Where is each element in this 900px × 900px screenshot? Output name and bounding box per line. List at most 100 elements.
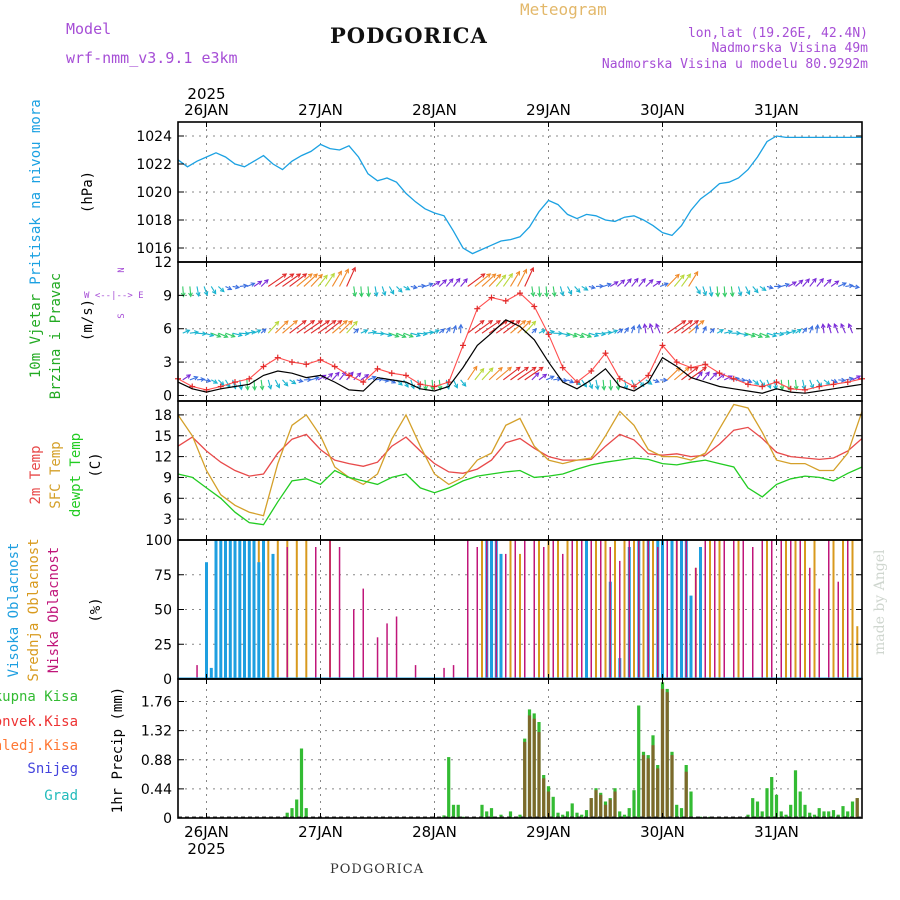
wind-arrow <box>502 273 513 287</box>
wind-arrowhead <box>275 383 280 389</box>
low-cloud-bar <box>695 567 697 679</box>
wind-arrowhead <box>507 366 513 372</box>
wind-arrow <box>666 320 686 334</box>
wind-arrow <box>467 273 485 287</box>
wind-arrowhead <box>699 319 705 325</box>
mid-cloud-bar <box>566 540 569 679</box>
low-cloud-bar <box>799 540 801 679</box>
wind-arrowhead <box>601 331 607 337</box>
wind-arrowhead <box>334 371 340 377</box>
total-precip-bar <box>637 705 641 818</box>
bottom-day-label: 27JAN <box>298 823 343 841</box>
convective-precip-bar <box>646 758 650 818</box>
total-precip-bar <box>679 808 684 818</box>
total-precip-bar <box>565 811 570 818</box>
y-tick-label: 1022 <box>136 157 172 173</box>
compass-south: S <box>117 313 127 318</box>
wind-arrow <box>531 372 540 381</box>
wind-arrow <box>716 286 719 297</box>
low-cloud-bar <box>590 540 592 679</box>
wind-arrowhead <box>847 322 853 329</box>
convective-precip-bar <box>670 755 674 818</box>
compass-north: N <box>117 267 127 272</box>
convective-precip-bar <box>660 688 665 818</box>
low-cloud-bar <box>329 540 331 679</box>
wind-arrowhead <box>779 331 785 337</box>
watermark: made by Angel <box>872 549 888 656</box>
total-precip-bar <box>584 810 589 818</box>
wind-arrow <box>367 376 376 381</box>
wind-arrow <box>845 284 853 288</box>
wind-arrowhead <box>826 278 832 284</box>
precip-legend-item: Ukupna Kisa <box>0 689 78 705</box>
wind-arrowhead <box>328 372 334 378</box>
footer-station: PODGORICA <box>330 862 425 877</box>
wind-arrowhead <box>366 292 371 298</box>
wind-arrow <box>282 379 289 387</box>
top-day-label: 31JAN <box>754 101 799 119</box>
wind-arrowhead <box>434 329 440 334</box>
wind-arrow <box>275 273 294 287</box>
high-cloud-bar <box>205 562 208 679</box>
wind-arrowhead <box>515 270 521 276</box>
wind-arrow <box>759 379 766 387</box>
total-precip-bar <box>798 791 802 818</box>
total-precip-bar <box>755 801 760 818</box>
wind-arrowhead <box>317 320 323 325</box>
total-precip-bar <box>689 791 693 818</box>
convective-precip-bar <box>684 771 688 818</box>
wind-arrowhead <box>642 323 648 329</box>
wind-arrowhead <box>216 333 222 338</box>
wind-arrowhead <box>834 280 840 285</box>
wind-arrowhead <box>526 320 532 325</box>
wind-arrowhead <box>371 375 377 381</box>
wind-arrow <box>795 279 803 287</box>
convective-precip-bar <box>855 798 859 818</box>
wind-arrowhead <box>263 278 269 284</box>
mid-cloud-bar <box>842 540 844 679</box>
low-cloud-bar <box>353 609 355 679</box>
wind-arrow <box>339 320 353 334</box>
wind-arrowhead <box>313 273 318 279</box>
wind-arrowhead <box>501 274 507 280</box>
wind-arrow <box>574 286 581 293</box>
convective-precip-bar <box>527 715 532 818</box>
wind-arrow <box>643 324 647 334</box>
total-precip-bar <box>808 812 812 818</box>
wind-arrow <box>681 366 699 381</box>
mid-cloud-bar <box>718 540 721 679</box>
wind-arrowhead <box>394 333 400 338</box>
wind-arrow <box>367 331 377 334</box>
low-cloud-bar <box>628 540 630 679</box>
high-cloud-bar <box>490 540 493 679</box>
mid-cloud-bar <box>652 540 654 679</box>
low-cloud-bar <box>362 588 364 679</box>
wind-arrow <box>574 332 585 338</box>
mid-cloud-bar <box>538 540 540 679</box>
bottom-day-label: 29JAN <box>526 823 571 841</box>
wind-arrow <box>745 332 756 337</box>
y-tick-label: 0 <box>163 672 172 688</box>
wind-arrow <box>752 286 759 293</box>
wind-arrow <box>809 326 813 334</box>
wind-arrowhead <box>397 381 403 386</box>
top-day-label: 29JAN <box>526 101 571 119</box>
wind-arrow <box>403 332 414 338</box>
wind-arrowhead <box>250 282 256 287</box>
wind-arrowhead <box>648 322 654 329</box>
top-day-label: 30JAN <box>640 101 685 119</box>
wind-arrow <box>353 286 356 297</box>
temp-ylabel-3: dewpt Temp <box>68 433 84 517</box>
wind-arrowhead <box>648 279 654 284</box>
model-elevation-label: Nadmorska Visina u modelu 80.9292m <box>601 57 868 72</box>
low-cloud-bar <box>533 540 535 679</box>
top-day-label: 28JAN <box>412 101 457 119</box>
wind-arrowhead <box>521 319 527 325</box>
model-label: Model <box>66 20 112 38</box>
wind-arrowhead <box>537 292 542 298</box>
wind-arrow <box>510 271 520 287</box>
wind-arrow <box>189 331 199 334</box>
wind-arrow <box>659 282 669 287</box>
wind-arrowhead <box>814 323 820 329</box>
mid-cloud-bar <box>276 540 279 679</box>
